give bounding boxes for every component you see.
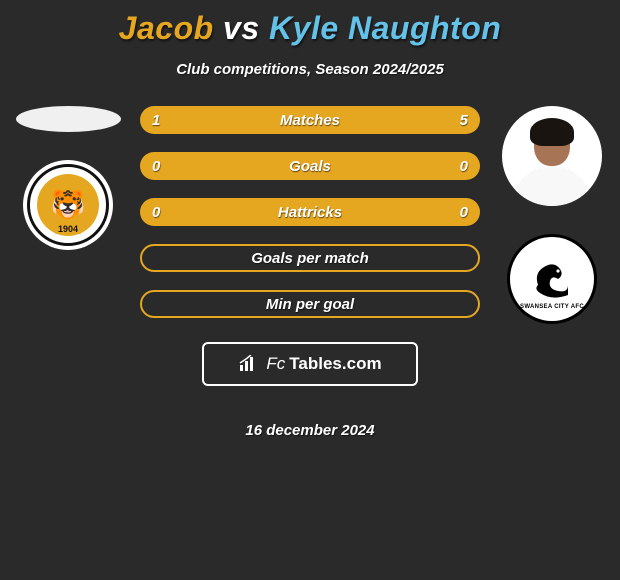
stat-row: 0Goals0 <box>140 152 480 180</box>
stat-row: Goals per match <box>140 244 480 272</box>
swan-icon <box>524 251 580 307</box>
branding-main: Tables.com <box>289 354 381 374</box>
badge-year: 1904 <box>54 224 82 234</box>
stat-right-value: 0 <box>460 158 468 175</box>
player1-avatar <box>16 106 121 132</box>
date-text: 16 december 2024 <box>245 422 374 439</box>
avatar-hair <box>530 118 574 146</box>
player1-name: Jacob <box>119 10 214 46</box>
left-side: 🐯 1904 <box>8 106 128 250</box>
comparison-card: Jacob vs Kyle Naughton Club competitions… <box>0 0 620 439</box>
avatar-shoulders <box>512 166 592 206</box>
chart-icon <box>238 355 260 373</box>
branding-box[interactable]: FcTables.com <box>202 342 418 386</box>
stat-right-value: 0 <box>460 204 468 221</box>
stat-row: Min per goal <box>140 290 480 318</box>
badge-inner: 🐯 1904 <box>37 174 99 236</box>
stat-label: Min per goal <box>142 296 478 313</box>
player2-avatar <box>502 106 602 206</box>
stat-left-value: 0 <box>152 158 160 175</box>
page-title: Jacob vs Kyle Naughton <box>0 10 620 47</box>
stats-column: 1Matches50Goals00Hattricks0Goals per mat… <box>128 106 492 439</box>
club-badge-swansea: SWANSEA CITY AFC <box>507 234 597 324</box>
vs-text: vs <box>223 10 260 46</box>
subtitle: Club competitions, Season 2024/2025 <box>0 61 620 78</box>
club-badge-hull: 🐯 1904 <box>23 160 113 250</box>
tiger-icon: 🐯 <box>51 191 86 219</box>
branding-prefix: Fc <box>266 354 285 374</box>
content-row: 🐯 1904 1Matches50Goals00Hattricks0Goals … <box>0 106 620 439</box>
player2-name: Kyle Naughton <box>269 10 501 46</box>
stat-left-value: 0 <box>152 204 160 221</box>
stat-label: Hattricks <box>140 204 480 221</box>
right-side: SWANSEA CITY AFC <box>492 106 612 324</box>
stat-label: Goals <box>140 158 480 175</box>
stats-holder: 1Matches50Goals00Hattricks0Goals per mat… <box>140 106 480 318</box>
stat-left-value: 1 <box>152 112 160 129</box>
stat-label: Matches <box>140 112 480 129</box>
stat-label: Goals per match <box>142 250 478 267</box>
badge-ring-text: SWANSEA CITY AFC <box>507 304 597 310</box>
stat-right-value: 5 <box>460 112 468 129</box>
stat-row: 1Matches5 <box>140 106 480 134</box>
stat-row: 0Hattricks0 <box>140 198 480 226</box>
